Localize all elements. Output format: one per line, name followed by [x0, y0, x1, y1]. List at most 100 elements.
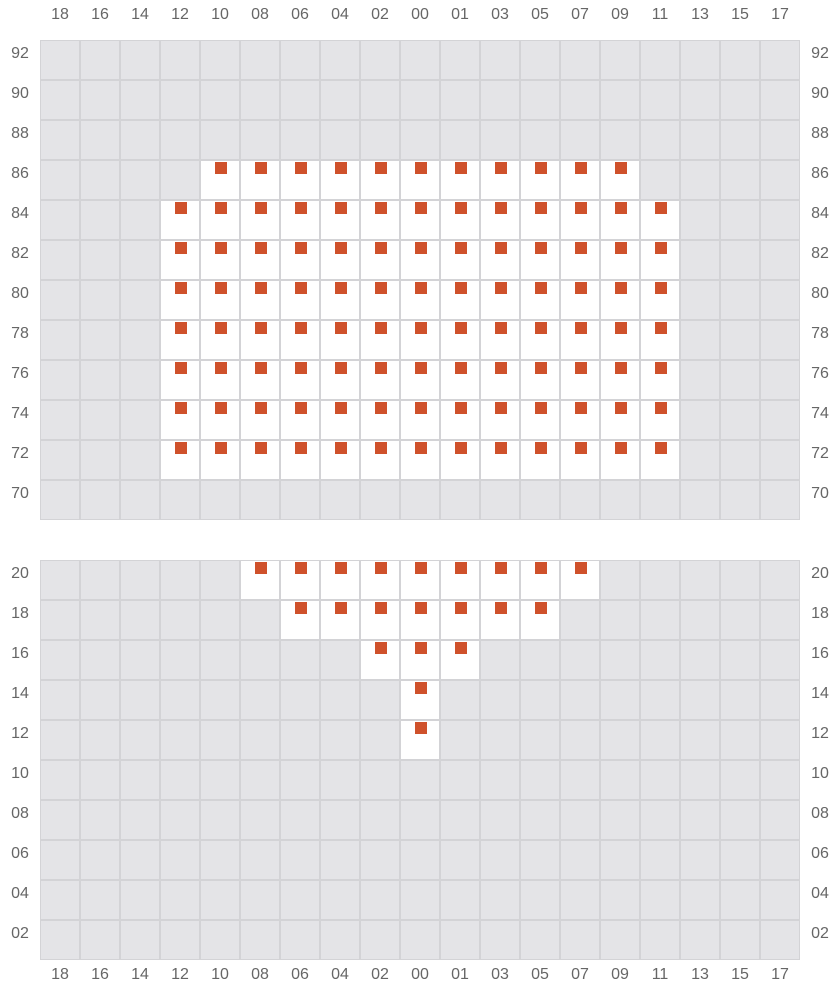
seat-available[interactable]: [400, 160, 440, 200]
seat-available[interactable]: [600, 200, 640, 240]
seat-available[interactable]: [160, 360, 200, 400]
seat-available[interactable]: [520, 160, 560, 200]
seat-available[interactable]: [640, 280, 680, 320]
seat-available[interactable]: [600, 400, 640, 440]
seat-available[interactable]: [240, 400, 280, 440]
seat-available[interactable]: [400, 600, 440, 640]
seat-available[interactable]: [560, 560, 600, 600]
seat-available[interactable]: [160, 280, 200, 320]
seat-available[interactable]: [480, 240, 520, 280]
seat-available[interactable]: [200, 400, 240, 440]
seat-available[interactable]: [400, 440, 440, 480]
seat-available[interactable]: [360, 320, 400, 360]
seat-available[interactable]: [440, 560, 480, 600]
seat-available[interactable]: [280, 280, 320, 320]
seat-available[interactable]: [360, 240, 400, 280]
seat-available[interactable]: [400, 360, 440, 400]
seat-available[interactable]: [480, 560, 520, 600]
seat-available[interactable]: [280, 440, 320, 480]
seat-available[interactable]: [240, 360, 280, 400]
seat-available[interactable]: [640, 240, 680, 280]
seat-available[interactable]: [520, 560, 560, 600]
seat-available[interactable]: [280, 320, 320, 360]
seat-available[interactable]: [560, 160, 600, 200]
seat-available[interactable]: [200, 160, 240, 200]
seat-available[interactable]: [440, 200, 480, 240]
seat-available[interactable]: [560, 200, 600, 240]
seat-available[interactable]: [240, 280, 280, 320]
seat-available[interactable]: [400, 400, 440, 440]
seat-available[interactable]: [560, 280, 600, 320]
seat-available[interactable]: [560, 360, 600, 400]
seat-available[interactable]: [600, 240, 640, 280]
seat-available[interactable]: [400, 280, 440, 320]
seat-available[interactable]: [240, 320, 280, 360]
seat-available[interactable]: [480, 360, 520, 400]
seat-available[interactable]: [320, 400, 360, 440]
seat-available[interactable]: [160, 400, 200, 440]
seat-available[interactable]: [560, 440, 600, 480]
seat-available[interactable]: [200, 360, 240, 400]
seat-available[interactable]: [400, 560, 440, 600]
seat-available[interactable]: [640, 360, 680, 400]
seat-available[interactable]: [160, 440, 200, 480]
seat-available[interactable]: [560, 400, 600, 440]
seat-available[interactable]: [240, 440, 280, 480]
seat-available[interactable]: [360, 600, 400, 640]
seat-available[interactable]: [440, 360, 480, 400]
seat-available[interactable]: [240, 560, 280, 600]
seat-available[interactable]: [280, 160, 320, 200]
seat-available[interactable]: [280, 600, 320, 640]
seat-available[interactable]: [440, 160, 480, 200]
seat-available[interactable]: [600, 440, 640, 480]
seat-available[interactable]: [360, 280, 400, 320]
seat-available[interactable]: [320, 600, 360, 640]
seat-available[interactable]: [280, 200, 320, 240]
seat-available[interactable]: [560, 240, 600, 280]
seat-available[interactable]: [520, 200, 560, 240]
seat-available[interactable]: [480, 400, 520, 440]
seat-available[interactable]: [600, 280, 640, 320]
seat-available[interactable]: [400, 320, 440, 360]
seat-available[interactable]: [480, 320, 520, 360]
seat-available[interactable]: [200, 200, 240, 240]
seat-available[interactable]: [280, 560, 320, 600]
seat-available[interactable]: [360, 360, 400, 400]
seat-available[interactable]: [280, 400, 320, 440]
seat-available[interactable]: [480, 280, 520, 320]
seat-available[interactable]: [440, 640, 480, 680]
seat-available[interactable]: [360, 440, 400, 480]
seat-available[interactable]: [240, 200, 280, 240]
seat-available[interactable]: [520, 320, 560, 360]
seat-available[interactable]: [480, 440, 520, 480]
seat-available[interactable]: [240, 240, 280, 280]
seat-available[interactable]: [520, 400, 560, 440]
seat-available[interactable]: [160, 320, 200, 360]
seat-available[interactable]: [320, 240, 360, 280]
seat-available[interactable]: [320, 360, 360, 400]
seat-available[interactable]: [320, 560, 360, 600]
seat-available[interactable]: [200, 320, 240, 360]
seat-available[interactable]: [520, 280, 560, 320]
seat-available[interactable]: [440, 320, 480, 360]
seat-available[interactable]: [480, 600, 520, 640]
seat-available[interactable]: [440, 400, 480, 440]
seat-available[interactable]: [200, 240, 240, 280]
seat-available[interactable]: [280, 240, 320, 280]
seat-available[interactable]: [560, 320, 600, 360]
seat-available[interactable]: [360, 640, 400, 680]
seat-available[interactable]: [200, 440, 240, 480]
seat-available[interactable]: [160, 240, 200, 280]
seat-available[interactable]: [640, 400, 680, 440]
seat-available[interactable]: [400, 680, 440, 720]
seat-available[interactable]: [400, 640, 440, 680]
seat-available[interactable]: [640, 440, 680, 480]
seat-available[interactable]: [520, 360, 560, 400]
seat-available[interactable]: [520, 240, 560, 280]
seat-available[interactable]: [200, 280, 240, 320]
seat-available[interactable]: [360, 160, 400, 200]
seat-available[interactable]: [600, 360, 640, 400]
seat-available[interactable]: [600, 320, 640, 360]
seat-available[interactable]: [320, 320, 360, 360]
seat-available[interactable]: [400, 720, 440, 760]
